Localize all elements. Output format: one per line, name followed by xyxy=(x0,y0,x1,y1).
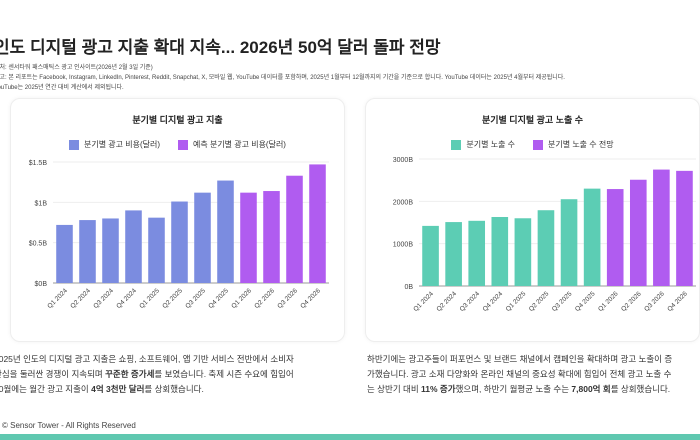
bar xyxy=(309,164,326,283)
x-tick-label: Q4 2024 xyxy=(115,287,138,310)
x-tick-label: Q4 2025 xyxy=(207,287,230,310)
x-tick-label: Q1 2026 xyxy=(230,287,253,310)
legend-item-actual: 분기별 광고 비용(달러) xyxy=(69,139,160,150)
y-tick-label: $1B xyxy=(35,200,48,207)
bar xyxy=(422,225,439,286)
bar xyxy=(583,188,601,286)
x-tick-label: Q2 2025 xyxy=(528,290,551,313)
chart-title: 분기별 디지털 광고 노출 수 xyxy=(481,115,584,125)
x-tick-label: Q1 2024 xyxy=(412,290,435,313)
chart-legend: 분기별 노출 수 분기별 노출 수 전망 xyxy=(366,139,699,150)
y-tick-label: 2000B xyxy=(393,199,414,206)
bar xyxy=(676,170,693,286)
copyright-footer: © Sensor Tower - All Rights Reserved xyxy=(2,421,136,430)
bar xyxy=(79,220,96,283)
x-tick-label: Q3 2026 xyxy=(276,287,299,310)
bar xyxy=(125,210,142,283)
impressions-chart-card: 분기별 디지털 광고 노출 수 분기별 노출 수 분기별 노출 수 전망 0B 1… xyxy=(365,98,700,342)
x-tick-label: Q1 2024 xyxy=(46,287,69,310)
x-tick-label: Q4 2026 xyxy=(666,290,689,313)
x-tick-label: Q3 2024 xyxy=(459,290,482,313)
bar xyxy=(514,218,532,286)
spend-description: 2025년 인도의 디지털 광고 지출은 쇼핑, 소프트웨어, 앱 기반 서비스… xyxy=(0,354,294,394)
bar xyxy=(537,210,555,286)
bar xyxy=(445,222,462,286)
x-tick-label: Q2 2025 xyxy=(161,287,184,310)
legend-item-forecast: 분기별 노출 수 전망 xyxy=(533,139,614,150)
bar xyxy=(629,179,647,286)
bar xyxy=(217,180,234,283)
bar xyxy=(286,175,303,283)
y-tick-label: 3000B xyxy=(393,157,414,164)
chart-title: 분기별 디지털 광고 지출 xyxy=(132,115,223,125)
y-tick-label: 0B xyxy=(404,284,413,291)
bar xyxy=(148,217,165,283)
impressions-description: 하반기에는 광고주들이 퍼포먼스 및 브랜드 채널에서 캠페인을 확대하며 광고… xyxy=(367,354,673,394)
chart-legend: 분기별 광고 비용(달러) 예측 분기별 광고 비용(달러) xyxy=(11,139,344,150)
bar xyxy=(263,191,280,283)
youtube-note: YouTube는 2025년 연간 대비 계산에서 제외됩니다. xyxy=(0,85,124,91)
reference-note: 참고: 본 리포트는 Facebook, Instagram, LinkedIn… xyxy=(0,75,565,81)
y-tick-label: $0B xyxy=(35,281,48,288)
bar xyxy=(171,201,188,283)
bar xyxy=(102,218,119,283)
bar xyxy=(491,216,509,286)
x-tick-label: Q3 2026 xyxy=(643,290,666,313)
x-tick-label: Q1 2026 xyxy=(597,290,620,313)
bar xyxy=(240,192,257,283)
bar xyxy=(606,189,624,286)
legend-item-actual: 분기별 노출 수 xyxy=(451,139,515,150)
x-tick-label: Q3 2024 xyxy=(92,287,115,310)
legend-item-forecast: 예측 분기별 광고 비용(달러) xyxy=(178,139,286,150)
x-tick-label: Q2 2026 xyxy=(620,290,643,313)
x-tick-label: Q2 2024 xyxy=(69,287,92,310)
y-tick-label: $0.5B xyxy=(29,241,48,248)
y-tick-label: $1.5B xyxy=(29,160,48,167)
y-tick-label: 1000B xyxy=(393,242,414,249)
x-tick-label: Q3 2025 xyxy=(551,290,574,313)
bar xyxy=(194,192,211,283)
source-note: 출처: 센서타워 패스매틱스 광고 인사이트(2026년 2월 3일 기준) xyxy=(0,65,153,71)
x-tick-label: Q4 2026 xyxy=(299,287,322,310)
x-tick-label: Q2 2024 xyxy=(435,290,458,313)
x-tick-label: Q1 2025 xyxy=(505,290,528,313)
page-title: 인도 디지털 광고 지출 확대 지속... 2026년 50억 달러 돌파 전망 xyxy=(0,38,441,57)
bar xyxy=(56,224,73,283)
bar xyxy=(560,199,578,286)
x-tick-label: Q3 2025 xyxy=(184,287,207,310)
x-tick-label: Q1 2025 xyxy=(138,287,161,310)
bar xyxy=(653,169,670,286)
x-tick-label: Q4 2024 xyxy=(482,290,505,313)
x-tick-label: Q4 2025 xyxy=(574,290,597,313)
bar xyxy=(468,220,486,286)
spend-chart-card: 분기별 디지털 광고 지출 분기별 광고 비용(달러) 예측 분기별 광고 비용… xyxy=(10,98,345,342)
x-tick-label: Q2 2026 xyxy=(253,287,276,310)
footer-accent-bar xyxy=(0,434,700,440)
